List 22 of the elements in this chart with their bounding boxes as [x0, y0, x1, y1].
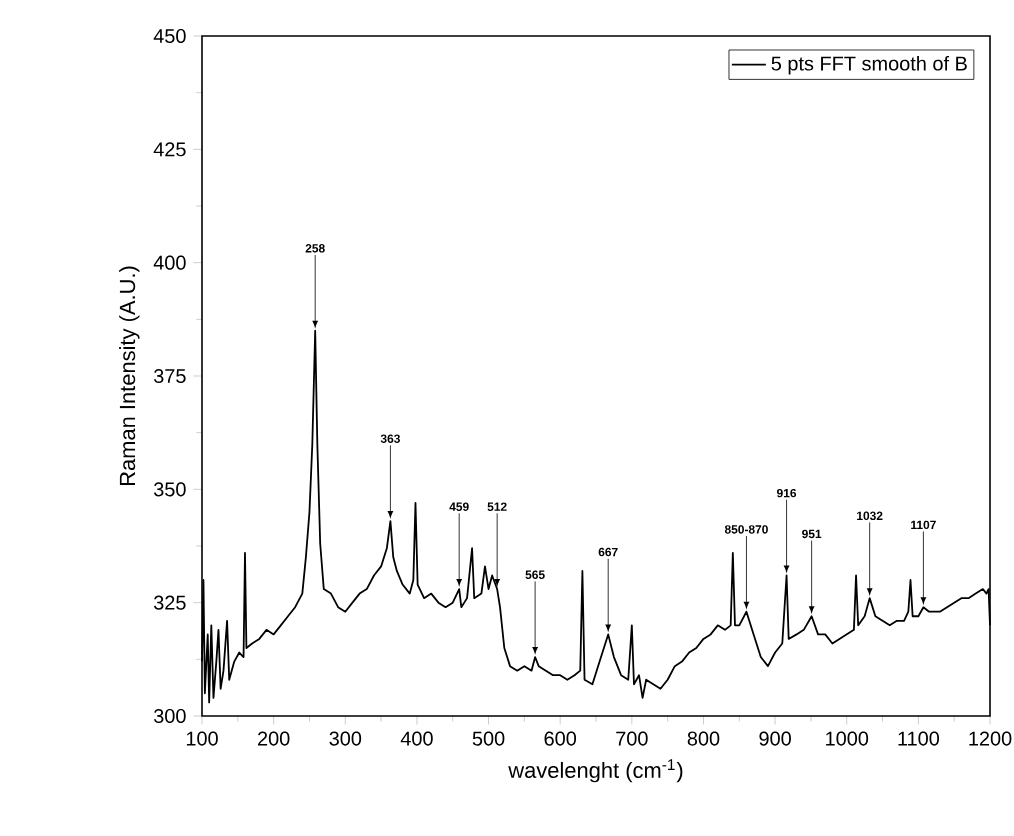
x-tick-label: 700: [616, 731, 648, 746]
y-tick-label: 350: [153, 482, 186, 497]
x-axis-title: wavelenght (cm$^{-1}$): [508, 759, 683, 783]
x-tick-label: 800: [687, 731, 720, 746]
legend-label: 5 pts FFT smooth of B: [771, 55, 967, 75]
y-tick-label: 400: [153, 255, 186, 270]
x-tick-label: 1100: [898, 731, 940, 746]
y-tick-label: 300: [153, 708, 186, 724]
x-tick-label: 600: [544, 731, 577, 746]
y-tick-label: 450: [153, 28, 186, 44]
y-tick-label: 325: [153, 595, 186, 610]
y-tick-label: 375: [153, 368, 186, 384]
x-tick-label: 400: [400, 731, 433, 746]
x-tick-label: 100: [186, 731, 218, 746]
x-tick-label: 200: [258, 731, 290, 746]
x-tick-label: 1200: [969, 731, 1012, 746]
x-tick-label: 500: [472, 731, 505, 746]
y-axis-title: Raman Intensity (A.U.): [119, 266, 140, 486]
x-tick-label: 300: [329, 731, 362, 746]
x-tick-label: 1000: [826, 731, 869, 746]
y-tick-label: 425: [153, 142, 186, 157]
x-tick-label: 900: [759, 731, 791, 746]
